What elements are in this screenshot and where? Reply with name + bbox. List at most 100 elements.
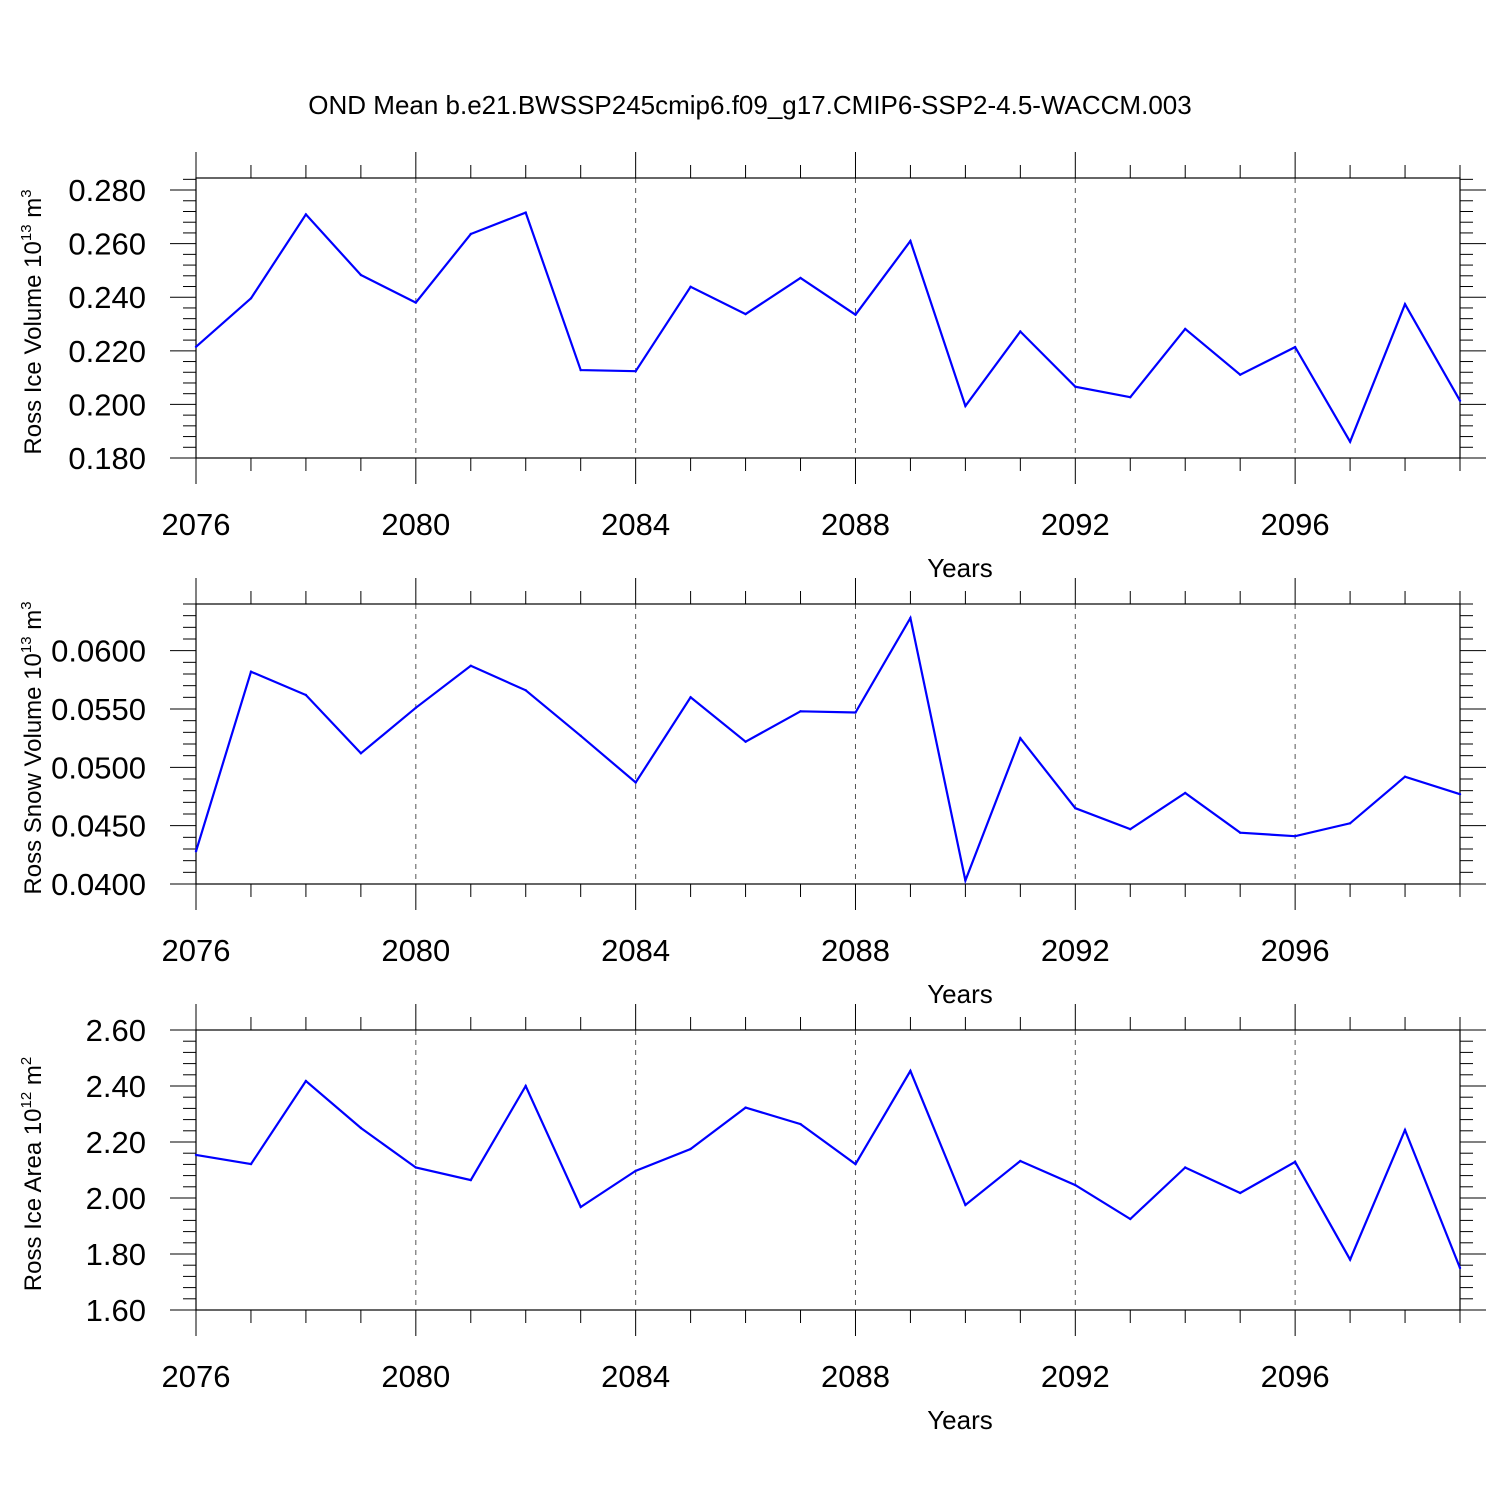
data-point — [1348, 1258, 1352, 1261]
data-point — [634, 1169, 637, 1173]
data-point — [799, 1122, 802, 1126]
data-point — [359, 752, 363, 755]
data-point — [854, 711, 857, 714]
data-point — [1293, 345, 1297, 349]
y-tick-label: 0.240 — [68, 280, 146, 315]
panel-ross-ice-volume: 2076 2080 2084 2088 2092 2096 0.180 0.200 0.220 0… — [18, 152, 1486, 583]
data-point — [634, 370, 637, 373]
data-point — [194, 1153, 198, 1157]
data-point — [1403, 303, 1407, 306]
y-tick-label: 0.0400 — [51, 867, 146, 902]
data-point — [249, 297, 253, 300]
data-point — [1403, 1128, 1407, 1132]
y-tick-label: 2.20 — [86, 1125, 146, 1160]
y-tick-label: 0.200 — [68, 387, 146, 422]
data-point — [524, 689, 527, 692]
data-point — [1239, 831, 1242, 834]
x-tick-label: 2092 — [1041, 1359, 1110, 1394]
data-point — [909, 1069, 912, 1073]
data-point — [799, 276, 802, 280]
y-axis-label: Ross Snow Volume 1013 m3 — [18, 601, 47, 894]
data-point — [1019, 330, 1022, 333]
plot-frame — [195, 603, 1461, 885]
data-point — [304, 1079, 308, 1083]
data-point — [964, 1203, 967, 1207]
x-tick-label: 2092 — [1041, 507, 1110, 542]
y-tick-label: 0.0550 — [51, 692, 146, 727]
series-line — [194, 614, 1461, 885]
x-tick-label: 2080 — [381, 1359, 450, 1394]
data-point — [909, 239, 912, 243]
data-point — [524, 211, 527, 214]
x-tick-label: 2088 — [821, 1359, 890, 1394]
data-point — [1019, 737, 1022, 740]
x-tick-label: 2080 — [381, 507, 450, 542]
x-tick-label: 2076 — [162, 507, 231, 542]
data-point — [1293, 835, 1297, 838]
data-point — [194, 850, 198, 853]
data-point — [744, 1106, 747, 1109]
x-tick-label: 2088 — [821, 507, 890, 542]
data-point — [1293, 1160, 1297, 1164]
data-point — [1129, 1217, 1132, 1221]
data-point — [414, 301, 417, 304]
data-point — [744, 312, 747, 316]
data-point — [744, 740, 747, 743]
data-point — [1074, 385, 1077, 388]
data-point — [964, 404, 967, 408]
x-tick-label: 2088 — [821, 933, 890, 968]
data-point — [1348, 822, 1352, 825]
data-point — [469, 1178, 472, 1182]
data-point — [1458, 399, 1462, 402]
data-point — [579, 1205, 582, 1209]
data-point — [1184, 1166, 1187, 1169]
data-point — [359, 1126, 363, 1130]
data-point — [1129, 396, 1132, 399]
series-line — [195, 211, 1461, 445]
data-point — [689, 285, 692, 288]
y-tick-label: 2.40 — [86, 1069, 146, 1104]
data-point — [799, 710, 802, 713]
data-point — [1074, 807, 1077, 810]
y-axis-label: Ross Ice Area 1012 m2 — [18, 1057, 47, 1291]
plot-frame — [195, 177, 1461, 459]
x-axis-label: Years — [927, 979, 993, 1009]
data-point — [579, 734, 582, 737]
data-point — [909, 616, 912, 620]
data-point — [634, 781, 637, 784]
x-tick-label: 2096 — [1261, 1359, 1330, 1394]
chart-title: OND Mean b.e21.BWSSP245cmip6.f09_g17.CMI… — [308, 90, 1191, 120]
panel-ross-ice-area: 2076 2080 2084 2088 2092 2096 1.60 1.80 2.00 2.20… — [18, 1004, 1486, 1435]
data-point — [854, 313, 857, 316]
data-point — [194, 345, 198, 348]
data-point — [579, 368, 582, 372]
y-tick-label: 1.80 — [86, 1237, 146, 1272]
data-point — [1458, 1266, 1462, 1270]
data-point — [1458, 793, 1462, 796]
data-point — [1074, 1183, 1077, 1187]
data-point — [524, 1084, 527, 1088]
x-tick-label: 2080 — [381, 933, 450, 968]
data-point — [689, 696, 692, 699]
x-tick-label: 2096 — [1261, 507, 1330, 542]
y-tick-label: 2.60 — [86, 1013, 146, 1048]
x-tick-label: 2076 — [162, 1359, 231, 1394]
y-axis-label: Ross Ice Volume 1013 m3 — [18, 189, 47, 454]
y-tick-label: 1.60 — [86, 1293, 146, 1328]
data-point — [1129, 828, 1132, 831]
data-point — [1239, 1191, 1242, 1195]
data-point — [304, 693, 308, 697]
data-point — [689, 1147, 692, 1151]
data-point — [414, 706, 417, 709]
x-tick-label: 2084 — [601, 1359, 670, 1394]
series-line — [195, 1068, 1462, 1269]
y-tick-label: 0.180 — [68, 441, 146, 476]
x-tick-label: 2096 — [1261, 933, 1330, 968]
data-point — [249, 1162, 253, 1166]
y-tick-label: 0.260 — [68, 227, 146, 262]
y-tick-label: 0.280 — [68, 173, 146, 208]
y-tick-label: 0.220 — [68, 334, 146, 369]
data-point — [304, 213, 308, 216]
